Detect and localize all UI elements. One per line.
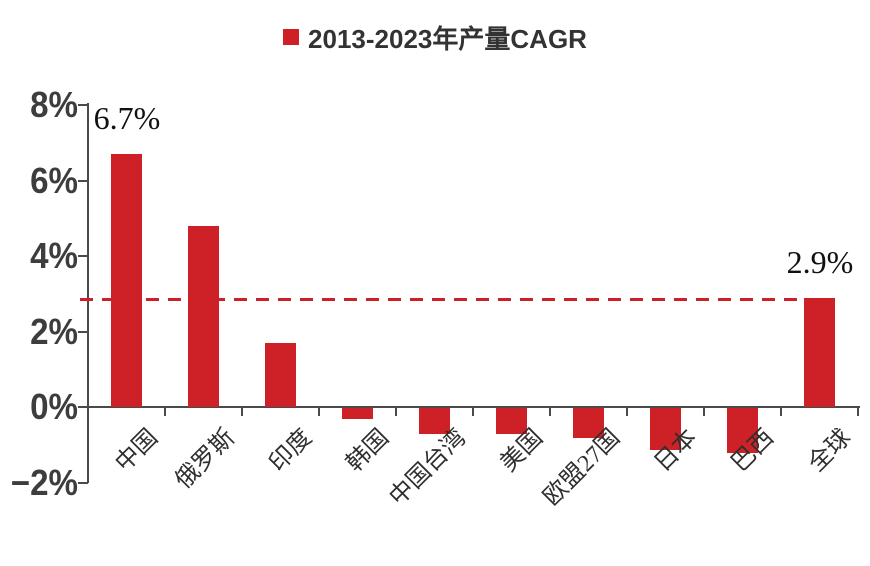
x-tick [318, 407, 320, 416]
y-axis-label: 0% [30, 386, 78, 427]
y-tick [78, 406, 88, 408]
y-axis-label: 2% [30, 310, 78, 352]
x-tick [395, 407, 397, 416]
y-axis-label: −2% [10, 461, 78, 503]
y-axis-label: 8% [30, 84, 78, 125]
x-tick [626, 407, 628, 416]
bar [573, 408, 604, 438]
average-dashed-line [80, 298, 834, 302]
x-tick [241, 407, 243, 416]
x-tick [164, 407, 166, 416]
bar [496, 408, 527, 434]
data-label: 2.9% [786, 244, 854, 280]
x-tick [857, 407, 859, 416]
y-axis-line [87, 103, 89, 483]
bar [265, 343, 296, 407]
x-axis-line [88, 406, 860, 408]
x-tick [703, 407, 705, 416]
y-tick [78, 330, 88, 333]
bar [650, 408, 681, 450]
data-label: 6.7% [93, 100, 161, 136]
x-tick [87, 407, 89, 416]
bar [727, 408, 758, 453]
y-axis-label: 6% [30, 159, 78, 201]
x-tick [472, 407, 474, 416]
x-tick [780, 407, 782, 416]
legend: 2013-2023年产量CAGR [0, 20, 870, 54]
y-tick [78, 179, 88, 182]
bar [342, 408, 373, 419]
bar [188, 226, 219, 407]
x-tick [549, 407, 551, 416]
y-tick [78, 481, 88, 484]
legend-swatch-icon [283, 29, 300, 45]
y-tick [78, 104, 88, 106]
bar [804, 298, 835, 407]
legend-label: 2013-2023年产量CAGR [308, 23, 587, 54]
bar [419, 408, 450, 434]
bar [111, 154, 142, 407]
y-axis-label: 4% [30, 235, 78, 276]
y-tick [78, 255, 88, 257]
